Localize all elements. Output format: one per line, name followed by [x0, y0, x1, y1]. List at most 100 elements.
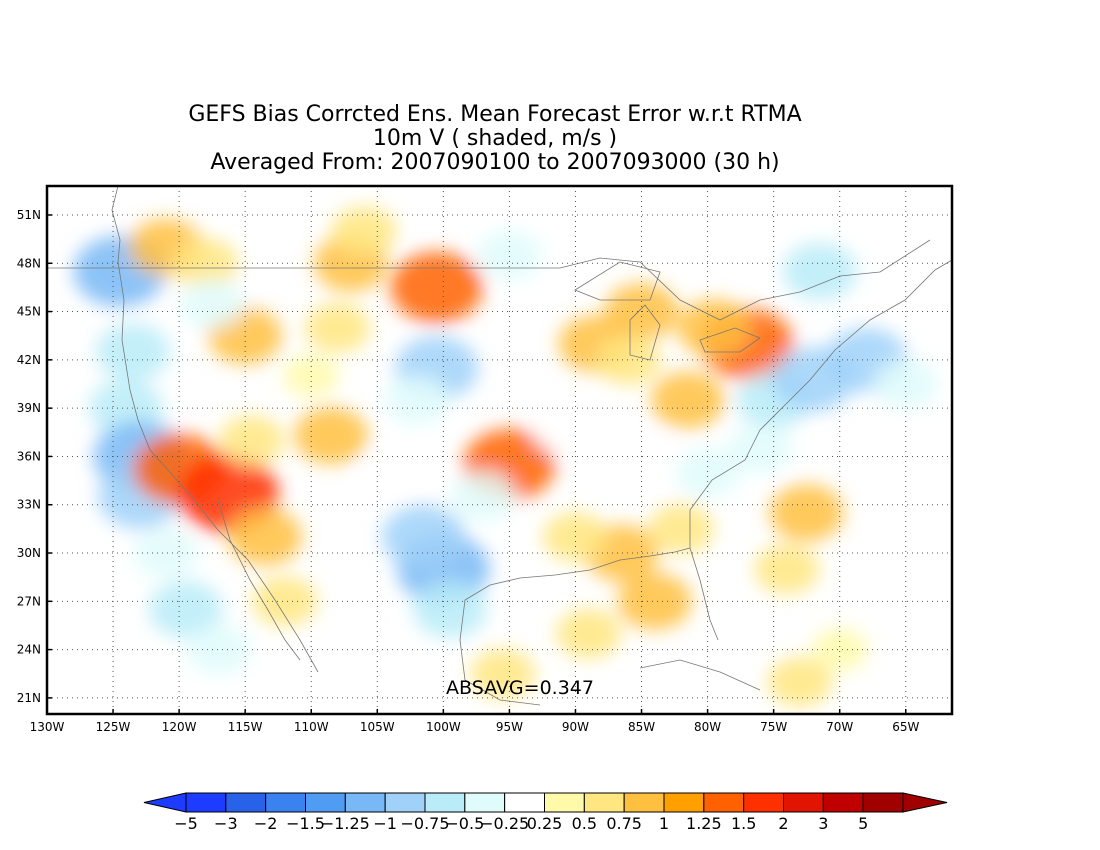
east-coastline: [689, 259, 952, 548]
field-anomaly-blob: [305, 302, 371, 353]
canada-border: [47, 239, 931, 321]
gulf-coastline: [464, 547, 719, 641]
lon-tick-label: 65W: [892, 720, 919, 734]
gridlines: [47, 186, 952, 714]
field-anomaly-blob: [675, 447, 741, 498]
field-anomaly-blob: [227, 508, 303, 566]
field-anomaly-blob: [811, 628, 868, 672]
lon-tick-label: 100W: [426, 720, 461, 734]
colorbar-swatch: [464, 792, 506, 813]
colorbar-tick-label: 0.5: [572, 814, 597, 833]
colorbar-tick-label: 1: [659, 814, 669, 833]
field-anomaly-blob: [179, 278, 245, 329]
field-anomaly-blob: [219, 415, 285, 466]
lat-tick-label: 21N: [17, 691, 41, 705]
colorbar-tick-label: −0.25: [480, 814, 529, 833]
lon-tick-label: 95W: [496, 720, 523, 734]
map-title-line-1: GEFS Bias Corrcted Ens. Mean Forecast Er…: [188, 102, 802, 127]
field-anomaly-blob: [173, 238, 239, 289]
field-anomaly-blob: [534, 410, 591, 454]
lon-tick-label: 90W: [562, 720, 589, 734]
field-anomaly-blob: [283, 354, 340, 398]
colorbar-swatch: [265, 792, 306, 813]
field-anomaly-blob: [626, 434, 683, 478]
great-lakes: [574, 261, 761, 361]
field-anomaly-blob: [476, 230, 542, 281]
field-anomaly-blob: [390, 251, 483, 323]
colorbar-tick-label: 0.75: [606, 814, 642, 833]
lat-tick-label: 36N: [17, 449, 41, 463]
lon-tick-label: 105W: [360, 720, 395, 734]
lat-tick-label: 30N: [17, 546, 41, 560]
colorbar-high-arrow: [902, 792, 948, 813]
field-anomaly-blob: [470, 648, 536, 699]
lon-tick-label: 85W: [628, 720, 655, 734]
cuba-coastline: [639, 659, 761, 691]
lat-tick-label: 45N: [17, 305, 41, 319]
field-anomaly-blob: [148, 580, 223, 638]
coastlines: [47, 186, 952, 706]
colorbar-tick-label: 3: [818, 814, 828, 833]
field-anomaly-blob: [381, 504, 466, 569]
map-title-line-2: 10m V ( shaded, m/s ): [372, 126, 618, 151]
colorbar-tick-label: −0.75: [400, 814, 449, 833]
colorbar-swatch: [225, 792, 267, 813]
colorbar-swatch: [703, 792, 745, 813]
colorbar-tick-label: −0.5: [445, 814, 484, 833]
lat-tick-label: 24N: [17, 643, 41, 657]
mexico-gulf-coast: [459, 599, 541, 706]
absavg-label: ABSAVG=0.347: [446, 677, 594, 699]
colorbar-low-arrow: [143, 792, 187, 813]
lat-tick-label: 27N: [17, 594, 41, 608]
field-anomaly-blob: [331, 206, 397, 257]
lon-tick-label: 70W: [826, 720, 853, 734]
colorbar-swatch: [344, 792, 386, 813]
lon-tick-label: 130W: [30, 720, 65, 734]
field-anomaly-blob: [677, 299, 752, 357]
field-anomaly-blob: [873, 359, 939, 409]
colorbar-swatch: [822, 792, 864, 813]
longitude-axis: 130W 125W 120W 115W 110W 105W 100W 95W 90W 85W 80W…: [30, 709, 919, 734]
field-anomaly-blob: [362, 451, 419, 495]
colorbar-swatch: [504, 792, 545, 813]
field-anomaly-blob: [782, 242, 857, 300]
colorbar-tick-label: −1: [373, 814, 397, 833]
latitude-axis: 51N 48N 45N 42N 39N 36N 33N 30N 27N 24N 21N: [17, 208, 52, 705]
colorbar-swatch: [544, 792, 585, 813]
lon-tick-label: 115W: [228, 720, 263, 734]
field-anomaly-blob: [412, 580, 488, 638]
colorbar-swatch: [783, 792, 824, 813]
field-anomaly-blob: [450, 471, 516, 522]
colorbar-swatch: [185, 792, 227, 813]
field-anomaly-blob: [556, 608, 622, 659]
colorbar-tick-label: −1.25: [321, 814, 370, 833]
lon-tick-label: 110W: [294, 720, 329, 734]
map-frame: [45, 184, 954, 716]
colorbar-swatch: [424, 792, 466, 813]
west-coastline: [111, 186, 319, 673]
field-anomaly-blob: [595, 334, 661, 385]
colorbar-tick-label: −1.5: [286, 814, 325, 833]
field-anomaly-blob: [384, 375, 450, 426]
field-anomaly-blob: [617, 572, 692, 630]
lon-tick-label: 75W: [760, 720, 787, 734]
field-anomaly-blob: [727, 423, 793, 474]
colorbar-tick-label: −5: [174, 814, 198, 833]
field-anomaly-blob: [186, 624, 252, 675]
lon-tick-label: 125W: [96, 720, 131, 734]
colorbar: −5 −3 −2 −1.5−1.25 −1 −0.75−0.5−0.250.25 0.5 0.…: [143, 792, 948, 833]
colorbar-swatch: [305, 792, 346, 813]
field-anomaly-blob: [648, 503, 714, 554]
lat-tick-label: 33N: [17, 498, 41, 512]
field-anomaly-blob: [252, 576, 318, 627]
colorbar-swatch: [583, 792, 625, 813]
field-anomaly-blob: [767, 656, 833, 707]
colorbar-tick-label: 2: [778, 814, 788, 833]
field-anomaly-blob: [95, 323, 170, 381]
colorbar-swatch: [623, 792, 665, 813]
colorbar-tick-label: 5: [858, 814, 868, 833]
field-anomaly-blob: [754, 544, 820, 595]
lon-tick-label: 80W: [694, 720, 721, 734]
colorbar-swatch: [862, 792, 904, 813]
